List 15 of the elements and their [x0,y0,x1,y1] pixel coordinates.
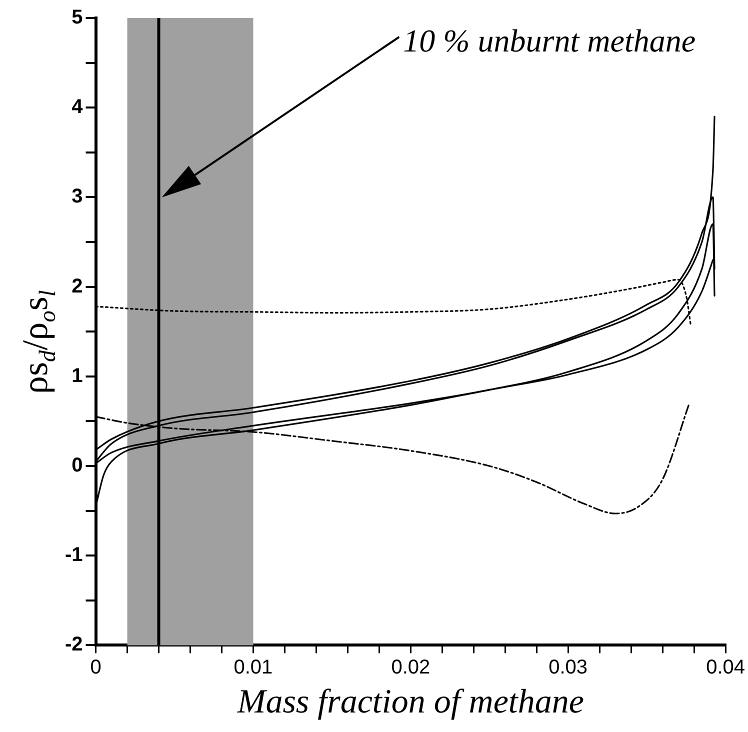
y-tick-label: 4 [72,96,84,118]
y-tick-label: 2 [72,275,83,298]
x-tick-label: 0.02 [391,656,430,679]
x-tick-label: 0.04 [706,656,746,679]
y-tick-label: -2 [64,634,83,656]
x-tick-label: 0 [90,656,102,679]
y-tick-label: -1 [64,544,83,566]
y-tick-label: 3 [72,186,83,208]
y-tick-label: 5 [72,6,83,29]
x-tick-label: 0.03 [548,656,588,679]
y-tick-label: 1 [72,364,83,387]
ref-line-label: 10 % unburnt methane [403,22,696,58]
x-tick-label: 0.01 [234,656,273,679]
y-tick-label: 0 [72,454,83,477]
x-axis-title: Mass fraction of methane [236,684,584,721]
